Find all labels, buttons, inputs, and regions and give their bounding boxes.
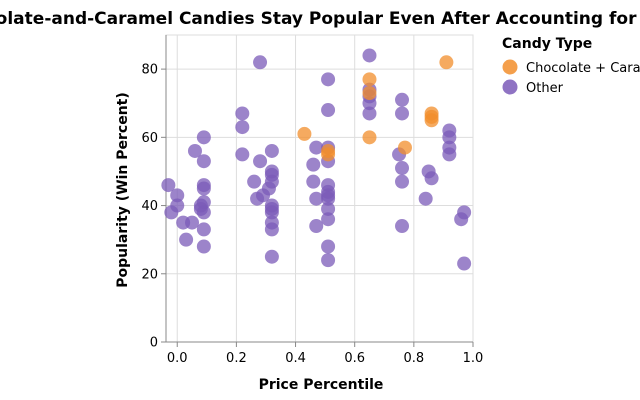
x-tick-label: 0.6 xyxy=(344,351,365,366)
point-chocolate-caramel xyxy=(439,55,454,70)
point-other xyxy=(306,174,321,189)
point-other xyxy=(442,130,457,145)
point-other xyxy=(235,106,250,121)
point-other xyxy=(442,147,457,162)
y-tick-label: 0 xyxy=(150,336,158,351)
point-other xyxy=(264,222,279,237)
y-axis: 0 20 40 60 80 xyxy=(141,35,167,351)
x-tick-label: 0.0 xyxy=(167,351,188,366)
chart-title: Chocolate-and-Caramel Candies Stay Popul… xyxy=(0,9,640,29)
point-other xyxy=(321,201,336,216)
x-tick-label: 1.0 xyxy=(463,351,484,366)
point-other xyxy=(395,174,410,189)
y-tick-label: 20 xyxy=(141,267,158,282)
point-other xyxy=(321,212,336,227)
point-other xyxy=(170,198,185,213)
point-other xyxy=(187,143,202,158)
point-chocolate-caramel xyxy=(397,140,412,155)
point-other xyxy=(457,256,472,271)
legend-swatch-other xyxy=(502,79,518,95)
point-chocolate-caramel xyxy=(362,72,377,87)
legend: Candy Type Chocolate + Caramel Other xyxy=(502,36,640,96)
point-other xyxy=(264,143,279,158)
x-axis: 0.0 0.2 0.4 0.6 0.8 1.0 xyxy=(166,341,484,366)
point-other xyxy=(196,222,211,237)
legend-label-chocolate-caramel: Chocolate + Caramel xyxy=(526,61,640,76)
y-tick-label: 40 xyxy=(141,199,158,214)
point-chocolate-caramel xyxy=(424,113,439,128)
point-other xyxy=(309,140,324,155)
point-other xyxy=(196,130,211,145)
point-other xyxy=(161,178,176,193)
point-other xyxy=(253,154,268,169)
y-tick-label: 80 xyxy=(141,63,158,78)
point-other xyxy=(395,219,410,234)
legend-title: Candy Type xyxy=(502,36,592,52)
point-other xyxy=(424,171,439,186)
point-other xyxy=(362,106,377,121)
point-other xyxy=(321,103,336,118)
plot-frame xyxy=(165,34,474,343)
point-other xyxy=(196,205,211,220)
data-points xyxy=(161,48,472,271)
legend-swatch-chocolate-caramel xyxy=(502,59,518,75)
point-other xyxy=(309,219,324,234)
y-axis-label: Popularity (Win Percent) xyxy=(115,92,131,288)
point-other xyxy=(185,215,200,230)
point-other xyxy=(247,174,262,189)
point-other xyxy=(306,157,321,172)
point-other xyxy=(395,161,410,176)
y-tick-label: 60 xyxy=(141,131,158,146)
point-other xyxy=(362,48,377,63)
x-tick-label: 0.4 xyxy=(285,351,306,366)
point-other xyxy=(395,92,410,107)
point-other xyxy=(321,239,336,254)
point-other xyxy=(235,147,250,162)
point-other xyxy=(264,174,279,189)
point-other xyxy=(321,72,336,87)
point-other xyxy=(253,55,268,70)
point-other xyxy=(196,154,211,169)
point-other xyxy=(321,191,336,206)
point-other xyxy=(457,205,472,220)
x-tick-label: 0.2 xyxy=(226,351,247,366)
point-other xyxy=(418,191,433,206)
x-tick-label: 0.8 xyxy=(404,351,425,366)
grid xyxy=(165,34,474,343)
point-other xyxy=(170,188,185,203)
point-chocolate-caramel xyxy=(362,85,377,100)
point-other xyxy=(321,253,336,268)
point-other xyxy=(196,195,211,210)
point-other xyxy=(309,191,324,206)
point-other xyxy=(179,232,194,247)
point-chocolate-caramel xyxy=(321,147,336,162)
legend-label-other: Other xyxy=(526,81,564,96)
point-chocolate-caramel xyxy=(297,126,312,141)
x-axis-label: Price Percentile xyxy=(259,377,384,393)
point-chocolate-caramel xyxy=(362,130,377,145)
point-other xyxy=(235,120,250,135)
point-other xyxy=(264,249,279,264)
point-other xyxy=(362,96,377,111)
point-other xyxy=(395,106,410,121)
point-other xyxy=(196,239,211,254)
point-other xyxy=(264,205,279,220)
point-other xyxy=(196,181,211,196)
